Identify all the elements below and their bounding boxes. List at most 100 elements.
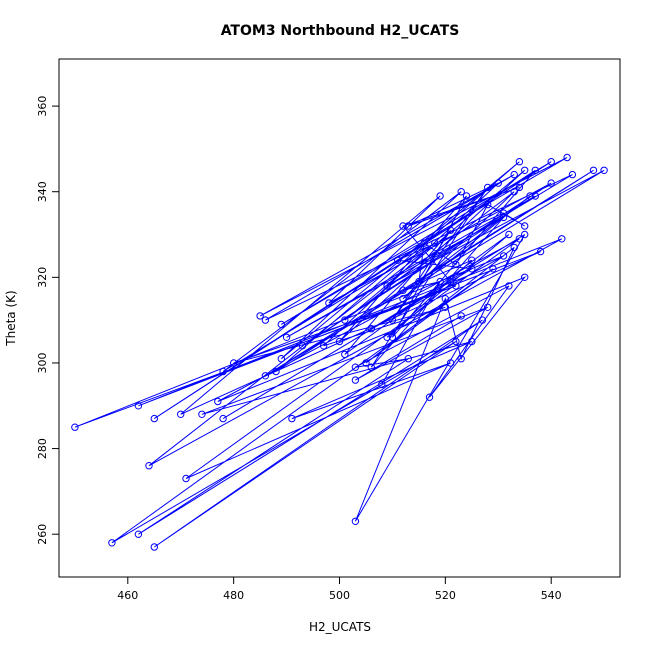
data-point xyxy=(362,359,370,367)
x-axis-label: H2_UCATS xyxy=(309,620,371,634)
data-point xyxy=(521,166,529,175)
data-point xyxy=(378,380,386,389)
data-point xyxy=(177,410,185,418)
data-point xyxy=(351,376,360,384)
data-point xyxy=(563,153,571,162)
data-point xyxy=(510,243,518,252)
data-point xyxy=(288,414,296,423)
data-point xyxy=(478,316,487,324)
data-point xyxy=(145,462,153,470)
data-point xyxy=(531,192,539,200)
data-point xyxy=(452,282,460,290)
data-point xyxy=(277,355,285,363)
data-point xyxy=(367,363,375,371)
x-tick-label: 540 xyxy=(541,589,562,602)
data-point xyxy=(399,295,407,303)
data-point xyxy=(484,200,492,209)
data-point xyxy=(515,183,524,192)
data-point xyxy=(468,337,476,346)
data-point xyxy=(526,192,534,200)
data-point xyxy=(108,539,116,547)
x-tick-label: 520 xyxy=(435,589,456,602)
data-point xyxy=(325,299,333,307)
data-point xyxy=(510,188,518,196)
data-point xyxy=(484,183,492,192)
data-point xyxy=(446,277,455,286)
y-tick-label: 300 xyxy=(36,353,49,374)
y-tick-label: 260 xyxy=(36,524,49,545)
data-point xyxy=(261,372,270,380)
data-point xyxy=(457,188,465,196)
data-point xyxy=(452,260,460,269)
y-tick-label: 360 xyxy=(36,96,49,117)
data-point xyxy=(521,230,529,239)
data-point xyxy=(547,179,555,187)
data-point xyxy=(351,363,360,371)
data-point xyxy=(388,333,397,341)
data-point xyxy=(404,222,412,230)
x-tick-label: 500 xyxy=(329,589,350,602)
data-point xyxy=(431,239,439,247)
data-point xyxy=(462,192,471,200)
data-point xyxy=(568,170,577,179)
data-point xyxy=(452,337,460,346)
data-point xyxy=(404,355,412,363)
data-point xyxy=(219,414,227,423)
series-layer xyxy=(71,153,608,551)
data-point xyxy=(341,316,349,324)
data-point xyxy=(198,410,206,418)
chart-title: ATOM3 Northbound H2_UCATS xyxy=(221,23,460,39)
data-point xyxy=(383,333,391,341)
data-point xyxy=(399,286,407,294)
data-point xyxy=(335,337,344,346)
data-point xyxy=(499,209,508,217)
data-point xyxy=(441,303,449,311)
data-point xyxy=(499,213,508,222)
data-point xyxy=(547,158,555,166)
data-point xyxy=(230,359,238,367)
y-axis: 260 280 300 320 340 360 xyxy=(36,96,60,545)
data-point xyxy=(277,320,285,329)
data-point xyxy=(600,166,608,175)
data-point xyxy=(383,282,391,290)
data-point xyxy=(261,316,270,324)
data-point xyxy=(441,295,449,303)
data-point xyxy=(484,303,492,311)
data-point xyxy=(515,235,524,243)
data-point xyxy=(446,226,455,234)
data-point xyxy=(521,222,529,230)
x-tick-label: 460 xyxy=(117,589,138,602)
data-point xyxy=(420,239,428,247)
data-point xyxy=(150,543,159,551)
y-tick-label: 340 xyxy=(36,181,49,202)
data-point xyxy=(282,333,291,341)
data-point xyxy=(515,158,524,166)
data-point xyxy=(182,474,190,483)
x-tick-label: 480 xyxy=(223,589,244,602)
y-tick-label: 320 xyxy=(36,267,49,288)
data-point xyxy=(589,166,598,175)
data-point xyxy=(134,402,143,410)
data-point xyxy=(351,517,360,525)
data-point xyxy=(521,273,529,281)
data-point xyxy=(71,423,79,431)
data-point xyxy=(256,312,264,320)
data-point xyxy=(489,265,497,273)
x-axis: 460 480 500 520 540 xyxy=(117,576,562,602)
series-line xyxy=(74,157,605,548)
data-point xyxy=(499,252,508,260)
data-point xyxy=(457,312,465,320)
data-point xyxy=(319,342,328,350)
data-point xyxy=(531,166,539,175)
data-point xyxy=(505,282,513,290)
data-point xyxy=(415,277,423,286)
data-point xyxy=(558,235,566,243)
data-point xyxy=(468,265,476,273)
data-point xyxy=(298,342,307,350)
data-point xyxy=(272,367,280,376)
data-point xyxy=(505,230,513,239)
data-point xyxy=(436,277,444,286)
data-point xyxy=(341,350,349,359)
data-point xyxy=(425,393,434,401)
